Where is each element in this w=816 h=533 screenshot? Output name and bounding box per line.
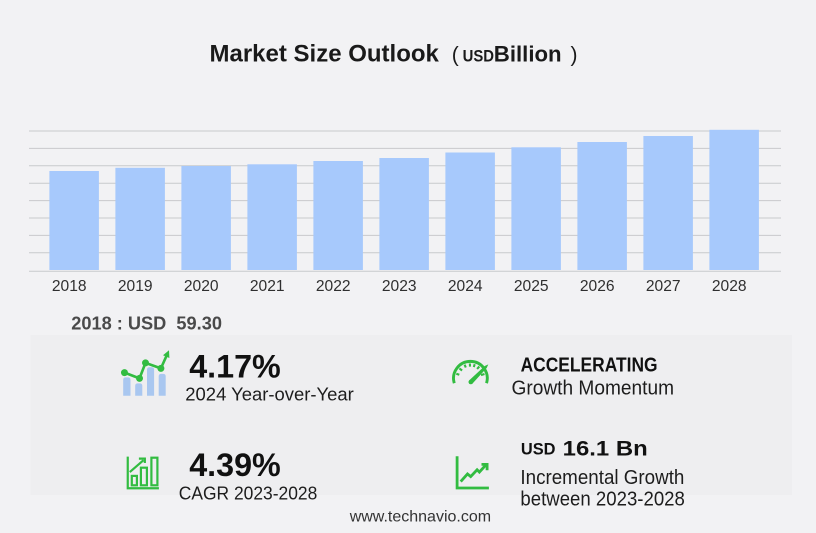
svg-text:2026: 2026	[580, 278, 615, 295]
svg-text:2020: 2020	[184, 278, 219, 295]
svg-text:2027: 2027	[646, 278, 681, 295]
svg-text:www.technavio.com: www.technavio.com	[349, 509, 491, 526]
svg-text:Billion: Billion	[494, 42, 562, 67]
svg-text:2024: 2024	[448, 278, 483, 295]
svg-text:USD: USD	[521, 440, 556, 458]
svg-text:USD: USD	[463, 48, 495, 66]
svg-text:CAGR 2023-2028: CAGR 2023-2028	[179, 483, 317, 503]
svg-text:2022: 2022	[316, 278, 351, 295]
svg-text:between 2023-2028: between 2023-2028	[520, 489, 685, 511]
svg-text:2021: 2021	[250, 278, 285, 295]
svg-text:2028: 2028	[712, 278, 747, 295]
svg-text:Incremental Growth: Incremental Growth	[520, 467, 684, 489]
svg-text:2024 Year-over-Year: 2024 Year-over-Year	[185, 385, 353, 405]
svg-text:4.17%: 4.17%	[189, 348, 281, 384]
svg-text:2023: 2023	[382, 278, 417, 295]
svg-text:2018 : USD 59.30: 2018 : USD 59.30	[71, 314, 222, 334]
svg-text:Market Size Outlook: Market Size Outlook	[210, 41, 440, 68]
svg-text:(: (	[452, 44, 459, 67]
svg-text:2025: 2025	[514, 278, 549, 295]
svg-text:Growth Momentum: Growth Momentum	[512, 378, 675, 400]
svg-text:ACCELERATING: ACCELERATING	[521, 354, 658, 376]
svg-text:): )	[571, 44, 578, 67]
svg-text:16.1 Bn: 16.1 Bn	[563, 436, 648, 460]
svg-text:4.39%: 4.39%	[189, 447, 281, 483]
svg-text:2019: 2019	[118, 278, 153, 295]
svg-text:2018: 2018	[52, 278, 87, 295]
